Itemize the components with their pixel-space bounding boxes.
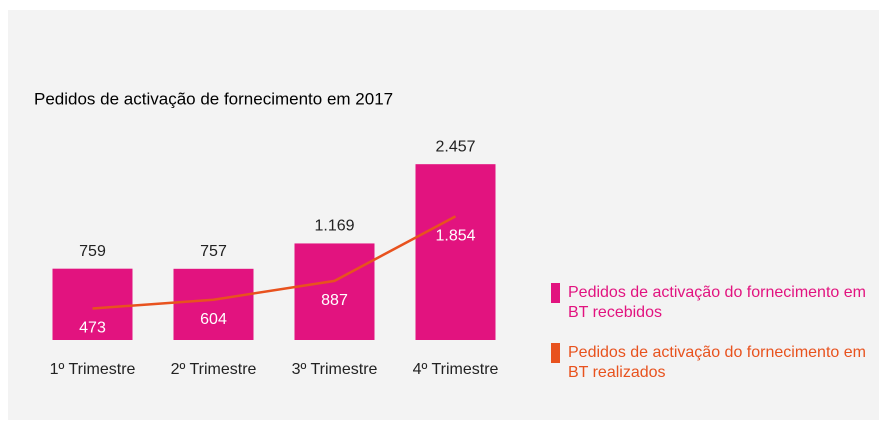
x-tick-label: 1º Trimestre — [50, 361, 136, 378]
line — [92, 215, 457, 310]
bar — [415, 164, 496, 340]
legend-swatch — [551, 283, 560, 303]
x-tick-label: 4º Trimestre — [413, 361, 499, 378]
x-tick-label: 3º Trimestre — [292, 361, 378, 378]
bar-value-label: 1.169 — [314, 218, 354, 235]
bar-value-label: 2.457 — [435, 138, 475, 155]
bar-value-label: 757 — [200, 243, 227, 260]
bar-value-label: 759 — [79, 243, 106, 260]
bar — [173, 268, 254, 340]
x-tick-label: 2º Trimestre — [171, 361, 257, 378]
line-value-label: 473 — [79, 320, 106, 337]
chart-title: Pedidos de activação de fornecimento em … — [34, 89, 393, 108]
line-value-label: 1.854 — [435, 228, 475, 245]
legend-swatch — [551, 343, 560, 363]
bar — [294, 243, 375, 340]
bar — [52, 268, 133, 340]
line-value-label: 604 — [200, 311, 227, 328]
legend-label: Pedidos de activação do fornecimento em … — [568, 344, 866, 381]
line-value-label: 887 — [321, 292, 348, 309]
legend-label: Pedidos de activação do fornecimento em … — [568, 284, 866, 321]
